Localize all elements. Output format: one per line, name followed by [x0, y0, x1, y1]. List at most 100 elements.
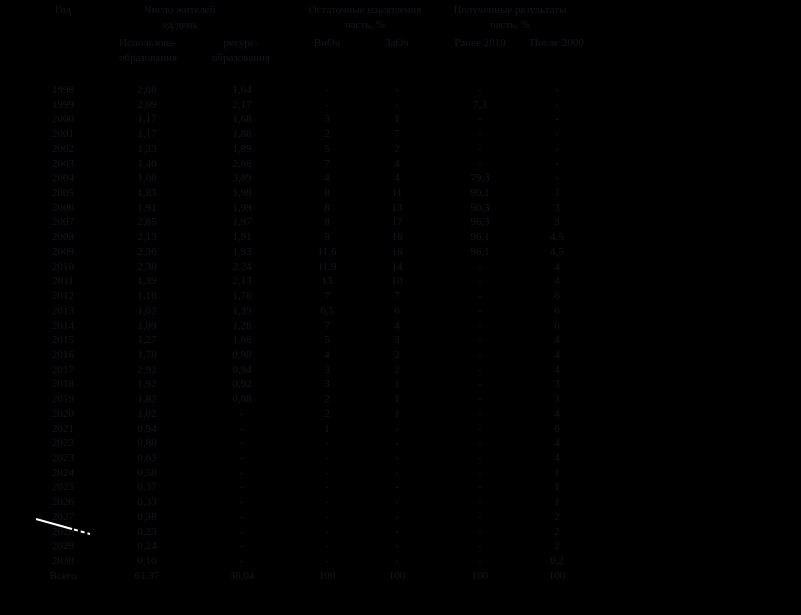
total-cell-c1: 100	[471, 569, 489, 582]
cell-b1: 7	[324, 290, 330, 303]
cell-b1: 11,6	[317, 245, 337, 258]
total-cell-b2: 100	[388, 569, 406, 582]
cell-a2: -	[240, 510, 244, 523]
cell-c1: -	[478, 378, 482, 391]
cell-a2: 1,28	[232, 319, 252, 332]
cell-b2: -	[395, 452, 399, 464]
cell-c1: 90,1	[470, 187, 490, 200]
cell-year: 2022	[52, 437, 74, 450]
cell-year: 2002	[52, 142, 74, 155]
cell-c2: 4	[554, 334, 560, 347]
cell-b2: 1	[394, 407, 400, 420]
cell-c2: -	[555, 84, 559, 96]
group-header-a-line2: ед/день	[162, 19, 198, 31]
cell-a2: 1,99	[232, 201, 252, 214]
cell-a2: 1,64	[232, 84, 252, 96]
cell-b2: 3	[394, 334, 400, 347]
cell-year: 2010	[52, 260, 74, 273]
cell-a1: 2,13	[137, 231, 157, 244]
cell-c1: -	[478, 290, 482, 303]
cell-a1: 0,10	[137, 555, 157, 568]
cell-year: 2013	[52, 304, 74, 317]
cell-c1: -	[478, 466, 482, 479]
cell-b1: 3	[324, 113, 330, 126]
cell-c1: -	[478, 348, 482, 361]
cell-c2: -	[555, 128, 559, 141]
cell-year: 2027	[52, 510, 74, 523]
cell-c2: 6	[554, 304, 560, 317]
cell-a1: 0,63	[137, 452, 157, 464]
cell-a1: 0,58	[137, 466, 157, 479]
group-header-c-line1: Полученные результаты	[453, 4, 567, 16]
cell-b2: -	[395, 437, 399, 450]
total-cell-year: Всего	[49, 569, 77, 582]
cell-year: 1998	[52, 84, 74, 96]
cell-year: 2015	[52, 334, 74, 347]
cell-c2: 4	[554, 452, 560, 464]
cell-b1: 1	[324, 422, 330, 435]
cell-b1: 7	[324, 319, 330, 332]
cell-a2: 2,08	[232, 157, 252, 170]
cell-b2: 4	[394, 319, 400, 332]
cell-year: 2016	[52, 348, 74, 361]
cell-c2: 4	[554, 407, 560, 420]
cell-b1: 5	[324, 142, 330, 155]
cell-c2: 3	[554, 393, 560, 406]
cell-c1: -	[478, 540, 482, 553]
cell-a2: -	[240, 540, 244, 553]
cell-a1: 1,17	[137, 128, 157, 141]
cell-c1: -	[478, 260, 482, 273]
cell-year: 2021	[52, 422, 74, 435]
cell-a2: 2,17	[232, 98, 252, 111]
cell-year: 2024	[52, 466, 74, 479]
cell-b1: 8	[324, 231, 330, 244]
cell-a1: 1,78	[137, 348, 157, 361]
cell-a2: -	[240, 496, 244, 509]
cell-a2: 1,76	[232, 290, 252, 303]
cell-a2: -	[240, 466, 244, 479]
cell-c1: -	[478, 334, 482, 347]
cell-a2: 1,08	[232, 334, 252, 347]
cell-b2: 11	[391, 187, 403, 200]
group-header-b-line1: Остаточные накопления	[308, 4, 422, 16]
cell-b2: 2	[394, 142, 400, 155]
cell-a2: -	[240, 422, 244, 435]
cell-year: 2026	[52, 496, 74, 509]
cell-b1: 8	[324, 216, 330, 229]
cell-a1: 0,94	[137, 422, 157, 435]
cell-a1: 2,38	[137, 260, 157, 273]
cell-c1: -	[478, 422, 482, 435]
cell-a1: 1,10	[137, 290, 157, 303]
cell-year: 2025	[52, 481, 74, 494]
cell-a2: 1,98	[232, 187, 252, 200]
cell-year: 2006	[52, 201, 74, 214]
cell-c1: -	[478, 555, 482, 568]
cell-b1: 4	[324, 172, 330, 185]
cell-a1: 1,39	[137, 275, 157, 288]
cell-a2: 0,88	[232, 393, 252, 406]
cell-c2: -	[555, 113, 559, 126]
cell-c1: -	[478, 128, 482, 141]
cell-c1: -	[478, 142, 482, 155]
cell-c1: -	[478, 84, 482, 96]
cell-c2: 6	[554, 319, 560, 332]
cell-a2: -	[240, 407, 244, 420]
cell-b2: 6	[394, 304, 400, 317]
cell-b1: -	[325, 437, 329, 450]
cell-c2: 4	[554, 348, 560, 361]
cell-a1: 1,02	[137, 304, 157, 317]
cell-b1: 8	[324, 187, 330, 200]
cell-b1: -	[325, 540, 329, 553]
cell-b1: -	[325, 525, 329, 538]
cell-b2: 14	[391, 260, 403, 273]
cell-c1: -	[478, 393, 482, 406]
cell-b2: 7	[394, 290, 400, 303]
column-header-year: Год	[54, 4, 72, 16]
subheader-b1: ВнОч	[313, 37, 341, 49]
cell-b2: 1	[394, 113, 400, 126]
cell-a1: 1,91	[137, 201, 157, 214]
cell-b1: 3	[324, 363, 330, 376]
cell-a2: -	[240, 452, 244, 464]
cell-a2: 1,88	[232, 128, 252, 141]
cell-b2: -	[395, 481, 399, 494]
